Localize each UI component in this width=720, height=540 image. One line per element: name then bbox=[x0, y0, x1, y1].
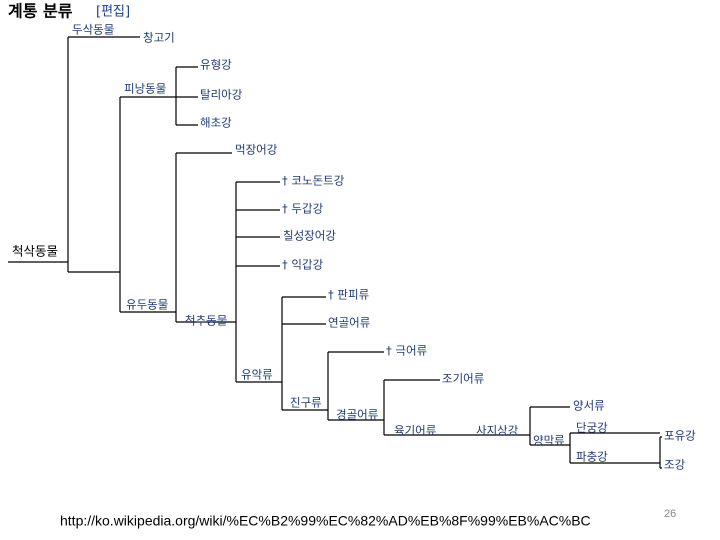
node-label: † 극어류 bbox=[386, 344, 427, 358]
node-label: 조강 bbox=[664, 458, 686, 472]
node-label: 유두동물 bbox=[126, 298, 168, 312]
node-label: 탈리아강 bbox=[200, 88, 243, 102]
node-label: 사지상강 bbox=[476, 424, 519, 438]
node-label: † 코노돈트강 bbox=[282, 174, 345, 188]
node-label: 조기어류 bbox=[442, 372, 484, 386]
node-label: 양서류 bbox=[573, 399, 605, 413]
node-label: † 두갑강 bbox=[282, 202, 324, 216]
node-label: 척추동물 bbox=[185, 314, 227, 328]
node-label: 척삭동물 bbox=[12, 244, 58, 259]
node-label: 육기어류 bbox=[394, 424, 436, 438]
edit-link[interactable]: [편집] bbox=[96, 5, 130, 20]
node-label: 연골어류 bbox=[328, 316, 370, 330]
node-label: 유형강 bbox=[200, 58, 232, 72]
node-label: 진구류 bbox=[290, 396, 322, 410]
page-number: 26 bbox=[664, 508, 676, 520]
node-label: 경골어류 bbox=[336, 408, 378, 422]
node-label: 두삭동물 bbox=[72, 23, 114, 37]
node-label: 해초강 bbox=[200, 116, 232, 130]
section-title: 계통 분류 bbox=[8, 2, 73, 21]
node-label: 칠성장어강 bbox=[283, 229, 336, 243]
node-label: 먹장어강 bbox=[235, 143, 278, 157]
tree-branches bbox=[8, 36, 662, 469]
source-url[interactable]: http://ko.wikipedia.org/wiki/%EC%B2%99%E… bbox=[60, 513, 591, 529]
node-label: 창고기 bbox=[143, 31, 175, 45]
node-label: 파충강 bbox=[576, 450, 608, 464]
node-label: † 판피류 bbox=[328, 288, 369, 302]
node-label: 피낭동물 bbox=[124, 82, 166, 96]
node-label: † 익갑강 bbox=[282, 258, 324, 272]
node-label: 유악류 bbox=[241, 368, 273, 382]
node-label: 포유강 bbox=[664, 429, 696, 443]
node-label: 양막류 bbox=[533, 434, 565, 448]
node-label: 단궁강 bbox=[576, 421, 608, 435]
